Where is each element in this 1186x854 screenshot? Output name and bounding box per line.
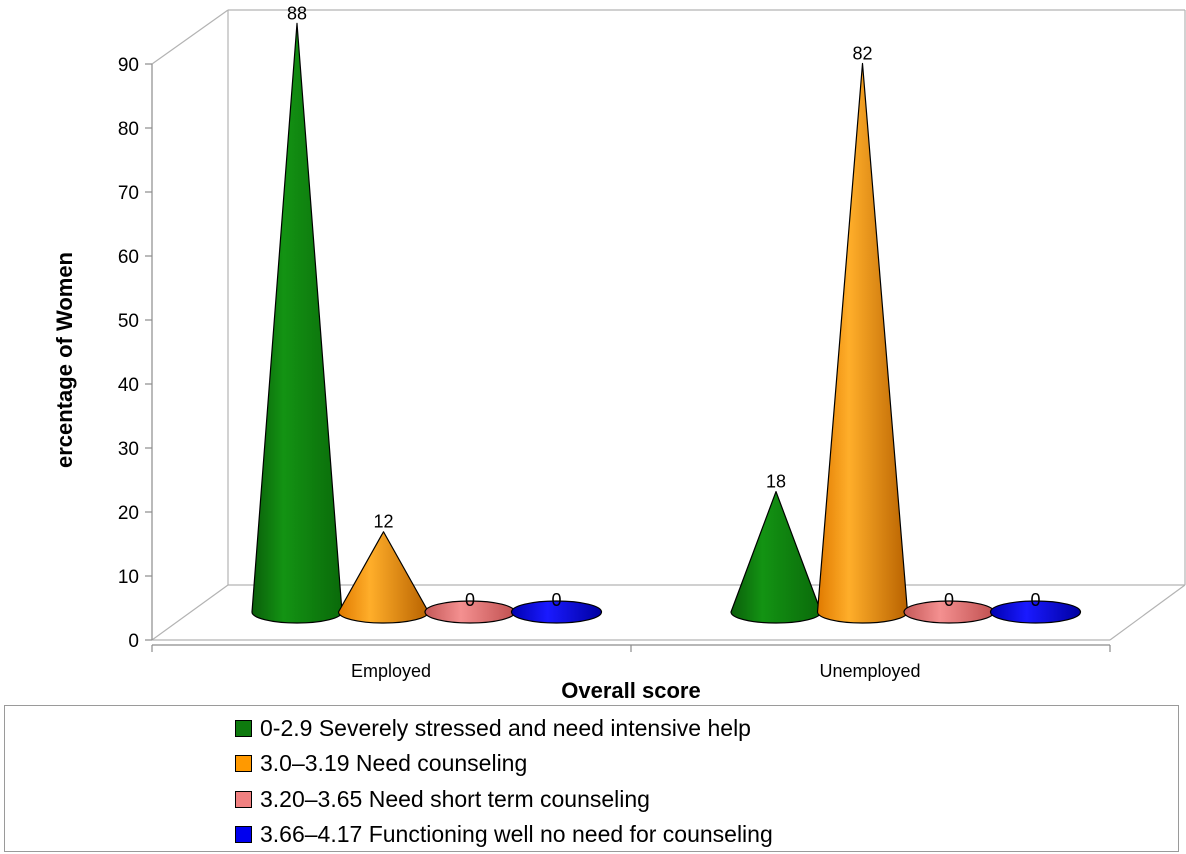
legend-label: 3.66–4.17 Functioning well no need for c… (260, 820, 773, 847)
y-axis-tick-label: 40 (118, 375, 139, 396)
cone-unemployed-series-4-flat (989, 600, 1082, 624)
legend-swatch-pink (235, 790, 252, 808)
y-axis-tick-label: 30 (118, 439, 139, 460)
y-axis-tick-label: 60 (118, 247, 139, 268)
chart-marks: 88 12 0 0 18 82 0 0 (251, 3, 1082, 624)
legend-label: 3.20–3.65 Need short term counseling (260, 785, 650, 812)
category-label-unemployed: Unemployed (819, 661, 920, 681)
data-label: 0 (1030, 590, 1040, 610)
legend-swatch-orange (235, 754, 252, 772)
cone-employed-series-2 (337, 531, 430, 624)
data-label: 12 (373, 512, 393, 532)
x-axis (151, 644, 1111, 652)
data-label: 0 (551, 590, 561, 610)
cone-unemployed-series-1 (730, 491, 822, 624)
floor-right-edge (1109, 584, 1186, 641)
legend-item-functioning-well: 3.66–4.17 Functioning well no need for c… (235, 819, 773, 849)
y-axis-ticks: 0 10 20 30 40 50 60 70 80 90 (118, 55, 152, 652)
legend-swatch-blue (235, 825, 252, 843)
data-label: 18 (766, 472, 786, 492)
legend-item-need-counseling: 3.0–3.19 Need counseling (235, 748, 527, 778)
legend-swatch-green (235, 719, 252, 737)
y-axis-tick-label: 50 (118, 311, 139, 332)
legend: 0-2.9 Severely stressed and need intensi… (4, 705, 1179, 852)
cone-employed-series-4-flat (510, 600, 603, 624)
category-label-employed: Employed (351, 661, 431, 681)
legend-item-short-term-counseling: 3.20–3.65 Need short term counseling (235, 784, 650, 814)
y-axis-tick-label: 20 (118, 503, 139, 524)
cone-employed-series-1 (251, 22, 343, 624)
data-label: 0 (944, 590, 954, 610)
y-axis-tick-label: 0 (128, 631, 139, 652)
y-axis-title: ercentage of Women (52, 252, 77, 468)
cone-unemployed-series-2 (816, 62, 909, 624)
chart: 0 10 20 30 40 50 60 70 80 90 88 12 0 0 18 82 0 0 Employe… (52, 3, 1186, 703)
legend-label: 3.0–3.19 Need counseling (260, 749, 528, 776)
y-axis-tick-label: 70 (118, 183, 139, 204)
y-axis-tick-label: 90 (118, 55, 139, 76)
data-label: 0 (465, 590, 475, 610)
floor-left-edge (151, 584, 229, 641)
data-label: 88 (287, 3, 307, 23)
x-axis-title: Overall score (561, 678, 700, 703)
y-axis-tick-label: 80 (118, 119, 139, 140)
legend-label: 0-2.9 Severely stressed and need intensi… (260, 714, 751, 741)
left-wall-top-edge (151, 9, 229, 65)
legend-item-severely-stressed: 0-2.9 Severely stressed and need intensi… (235, 713, 751, 743)
y-axis-tick-label: 10 (118, 567, 139, 588)
data-label: 82 (852, 44, 872, 64)
